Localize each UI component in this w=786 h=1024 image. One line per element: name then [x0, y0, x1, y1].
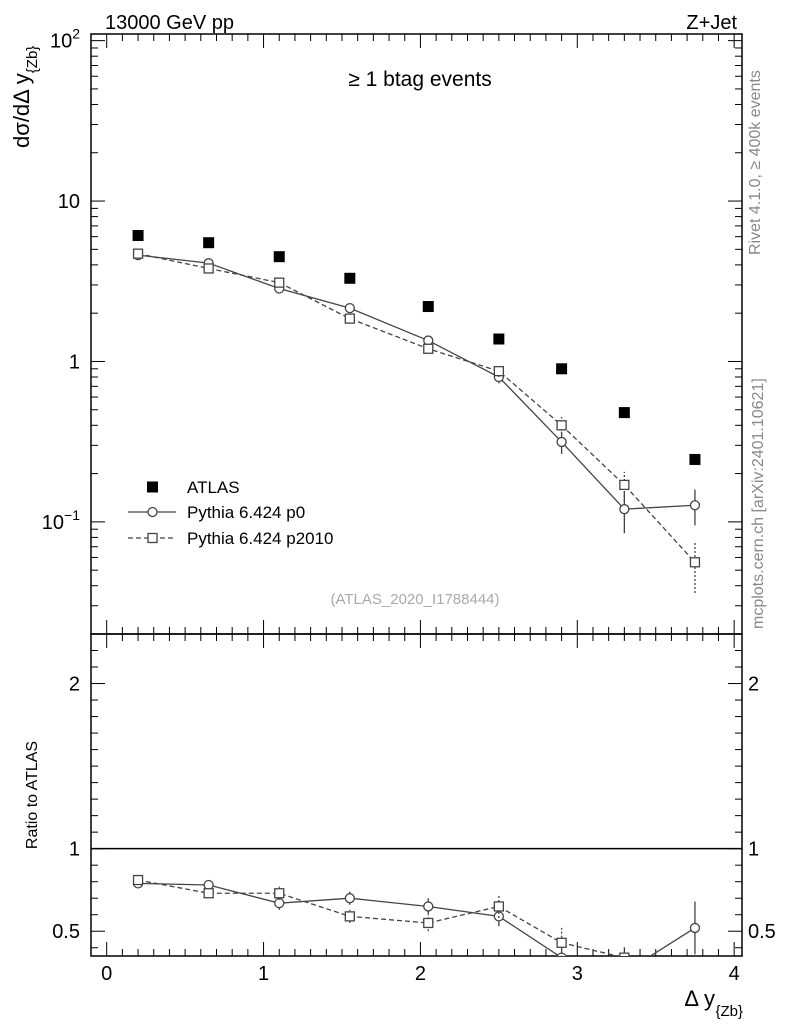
y-tick-label-right: 1	[748, 839, 759, 861]
y-tick-label-right: 2	[748, 674, 759, 696]
header-right-label: Z+Jet	[686, 12, 737, 34]
ratio-panel: 0 1 2 3 4 Δ y{Zb} 0.5 0.5 1 1 2 2 Ratio to ATLAS	[24, 633, 776, 1020]
atlas-data-point	[344, 272, 356, 284]
p0-circle-marker	[689, 500, 701, 511]
x-tick-label: 4	[729, 963, 740, 985]
p2010-square-marker	[556, 420, 567, 431]
rivet-label: Rivet 4.1.0, ≥ 400k events	[747, 70, 764, 255]
p2010-square-marker	[344, 313, 355, 324]
ratio-p0-circle-marker	[620, 968, 629, 977]
ratio-p2010-square-marker	[423, 917, 434, 929]
main-panel: 102 10 1 10−1 dσ/dΔ y{Zb} ≥ 1 btag events (ATL…	[9, 26, 742, 635]
y-tick-label: 1	[69, 839, 80, 861]
p0-circle-marker	[619, 504, 630, 515]
ratio-y-axis-label: Ratio to ATLAS	[24, 741, 41, 849]
atlas-data-point	[132, 229, 144, 241]
y-tick-label: 10−1	[42, 507, 80, 534]
y-tick-label-right: 0.5	[748, 921, 776, 943]
ratio-p0-circle-marker	[274, 898, 285, 909]
x-tick-label: 1	[258, 963, 269, 985]
p2010-series	[132, 248, 701, 594]
x-tick-label: 3	[572, 963, 583, 985]
p2010-square-marker	[423, 343, 434, 354]
ratio-p0-circle-marker	[423, 901, 434, 912]
p2010-square-marker	[132, 248, 144, 259]
atlas-data-point	[422, 301, 434, 313]
ratio-p2010-square-marker	[619, 952, 630, 956]
ratio-p2010-series	[132, 874, 699, 979]
ratio-p0-circle-marker	[344, 893, 355, 904]
atlas-data-point	[203, 237, 215, 249]
ratio-p2010-square-marker	[493, 901, 505, 912]
legend-label: ATLAS	[187, 478, 240, 497]
mcplots-label: mcplots.cern.ch [arXiv:2401.10621]	[750, 378, 767, 629]
y-tick-label: 10	[58, 191, 80, 213]
legend-circle-marker	[147, 506, 158, 518]
ratio-p0-series	[132, 878, 701, 977]
p2010-square-marker	[493, 366, 505, 377]
analysis-watermark: (ATLAS_2020_I1788444)	[330, 591, 499, 608]
p2010-square-marker	[619, 479, 630, 491]
ratio-p0-line	[138, 882, 696, 956]
ratio-p2010-square-marker	[556, 937, 567, 948]
y-tick-label: 0.5	[52, 921, 80, 943]
header-left-label: 13000 GeV pp	[105, 12, 234, 34]
p0-circle-marker	[344, 302, 355, 314]
y-tick-label: 2	[69, 674, 80, 696]
ratio-p2010-line	[137, 879, 621, 956]
plot-title: ≥ 1 btag events	[348, 68, 491, 91]
atlas-data-point	[556, 363, 568, 375]
p0-line	[137, 254, 695, 510]
atlas-data-point	[618, 407, 630, 419]
ratio-p2010-square-marker	[274, 888, 285, 899]
legend-atlas-marker	[147, 481, 158, 493]
p2010-square-marker	[274, 277, 285, 288]
ratio-p2010-square-marker	[344, 911, 355, 922]
x-tick-label: 2	[415, 963, 426, 985]
legend-square-marker	[147, 532, 158, 544]
ratio-p2010-square-marker	[690, 970, 699, 979]
p2010-square-marker	[689, 557, 701, 568]
ratio-p0-circle-marker	[556, 952, 567, 956]
ratio-panel-frame	[90, 633, 743, 957]
y-tick-label: 102	[50, 26, 80, 53]
ratio-p2010-square-marker	[132, 874, 144, 886]
atlas-data-point	[493, 333, 505, 345]
p0-circle-marker	[556, 436, 567, 448]
y-axis-label: dσ/dΔ y{Zb}	[9, 46, 41, 148]
y-tick-label: 1	[69, 351, 80, 373]
legend-label: Pythia 6.424 p2010	[187, 529, 334, 548]
ratio-p2010-square-marker	[203, 888, 214, 899]
atlas-data-point	[273, 251, 285, 263]
p2010-square-marker	[203, 263, 214, 274]
ratio-p0-circle-marker	[689, 922, 701, 934]
legend-label: Pythia 6.424 p0	[187, 503, 305, 522]
x-axis-label: Δ y	[684, 986, 715, 1011]
x-tick-label: 0	[101, 963, 112, 985]
atlas-data-point	[689, 453, 701, 465]
x-axis-label-sub: {Zb}	[715, 1003, 743, 1020]
